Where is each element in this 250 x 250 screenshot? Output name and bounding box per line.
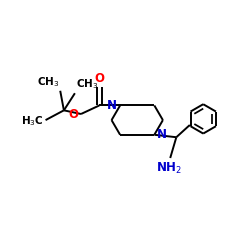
Text: CH$_3$: CH$_3$ xyxy=(36,75,59,89)
Text: N: N xyxy=(157,128,167,141)
Text: N: N xyxy=(107,99,117,112)
Text: H$_3$C: H$_3$C xyxy=(21,114,44,128)
Text: NH$_2$: NH$_2$ xyxy=(156,161,182,176)
Text: O: O xyxy=(94,72,104,85)
Text: CH$_3$: CH$_3$ xyxy=(76,78,98,91)
Text: O: O xyxy=(68,108,78,120)
